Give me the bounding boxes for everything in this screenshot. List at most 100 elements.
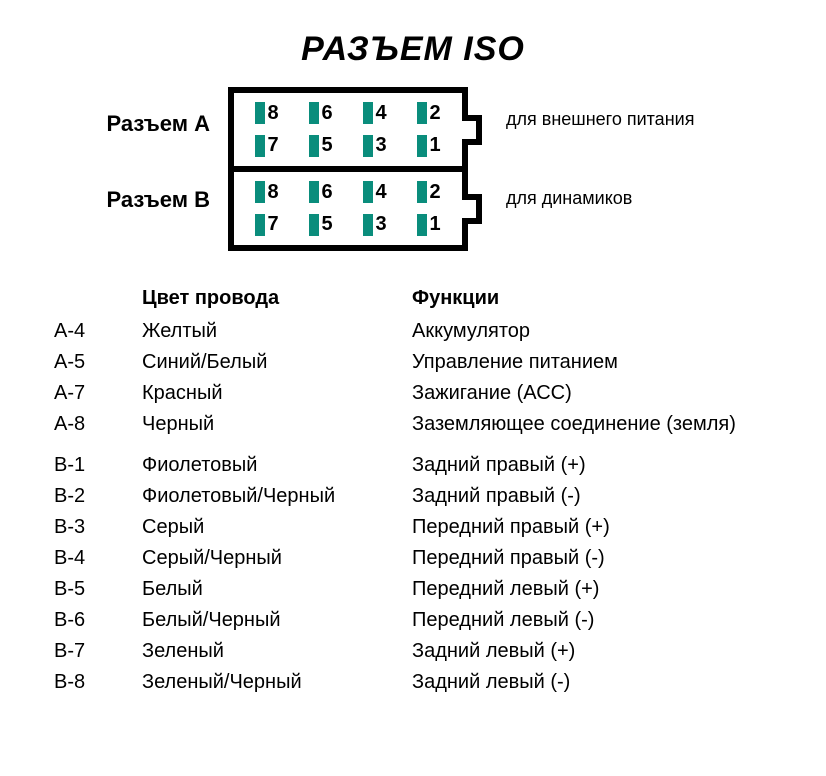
pin-number: 3 (375, 134, 386, 157)
pin-icon (363, 181, 373, 203)
header-func: Функции (412, 287, 772, 310)
table-row: В-2 Фиолетовый/Черный Задний правый (-) (54, 481, 772, 512)
cell-pin: В-4 (54, 543, 142, 574)
cell-func: Передний правый (-) (412, 543, 772, 574)
table-row: В-6 Белый/Черный Передний левый (-) (54, 605, 772, 636)
pin-icon (255, 181, 265, 203)
pin: 8 (244, 178, 290, 207)
connector-a-label: Разъем А (80, 111, 210, 137)
pin: 1 (406, 211, 452, 240)
connectors: 8 6 4 2 7 5 3 1 8 6 4 2 7 5 (228, 87, 488, 263)
cell-pin: В-2 (54, 481, 142, 512)
cell-func: Передний левый (-) (412, 605, 772, 636)
pin-icon (417, 102, 427, 124)
pin: 4 (352, 178, 398, 207)
cell-pin: В-8 (54, 667, 142, 698)
header-color: Цвет провода (142, 287, 412, 310)
cell-pin: В-5 (54, 574, 142, 605)
table-row: А-8 Черный Заземляющее соединение (земля… (54, 409, 772, 440)
cell-func: Задний левый (+) (412, 636, 772, 667)
pin-number: 6 (321, 102, 332, 125)
diagram-section: Разъем А Разъем В 8 6 4 2 7 5 3 1 (30, 87, 796, 263)
pin-icon (417, 214, 427, 236)
pin: 5 (298, 211, 344, 240)
cell-color: Черный (142, 409, 412, 440)
pin: 4 (352, 99, 398, 128)
pin-number: 4 (375, 102, 386, 125)
pin: 5 (298, 132, 344, 161)
connector-b-notch (462, 194, 482, 224)
table-row: В-4 Серый/Черный Передний правый (-) (54, 543, 772, 574)
connector-b: 8 6 4 2 7 5 3 1 (228, 169, 468, 251)
pin-icon (363, 135, 373, 157)
cell-color: Фиолетовый (142, 450, 412, 481)
pin-number: 6 (321, 181, 332, 204)
cell-color: Красный (142, 378, 412, 409)
connector-a-pins: 8 6 4 2 7 5 3 1 (244, 99, 452, 160)
pin-number: 7 (267, 134, 278, 157)
header-pin (54, 287, 142, 310)
table-row: В-3 Серый Передний правый (+) (54, 512, 772, 543)
cell-pin: А-5 (54, 347, 142, 378)
pin-icon (309, 214, 319, 236)
pin: 3 (352, 132, 398, 161)
cell-pin: В-7 (54, 636, 142, 667)
cell-func: Зажигание (АСС) (412, 378, 772, 409)
pin-icon (417, 135, 427, 157)
pin-number: 5 (321, 213, 332, 236)
page: РАЗЪЕМ ISO Разъем А Разъем В 8 6 4 2 7 5… (0, 0, 826, 776)
cell-color: Серый/Черный (142, 543, 412, 574)
pin-number: 2 (429, 181, 440, 204)
table-header-row: Цвет провода Функции (54, 287, 772, 310)
pin-number: 5 (321, 134, 332, 157)
cell-color: Белый/Черный (142, 605, 412, 636)
cell-pin: В-3 (54, 512, 142, 543)
cell-pin: В-6 (54, 605, 142, 636)
cell-func: Задний левый (-) (412, 667, 772, 698)
pin-icon (255, 135, 265, 157)
table-row: А-5 Синий/Белый Управление питанием (54, 347, 772, 378)
pin: 6 (298, 99, 344, 128)
left-labels: Разъем А Разъем В (80, 87, 210, 213)
pin-icon (417, 181, 427, 203)
connector-a-notch (462, 115, 482, 145)
table-row: В-7 Зеленый Задний левый (+) (54, 636, 772, 667)
group-gap (54, 440, 772, 450)
pin-icon (255, 102, 265, 124)
pin-number: 7 (267, 213, 278, 236)
cell-pin: В-1 (54, 450, 142, 481)
pin-icon (309, 135, 319, 157)
connector-b-pins: 8 6 4 2 7 5 3 1 (244, 178, 452, 239)
table-row: В-8 Зеленый/Черный Задний левый (-) (54, 667, 772, 698)
connector-a-desc: для внешнего питания (506, 109, 746, 130)
cell-color: Белый (142, 574, 412, 605)
pinout-table: Цвет провода Функции А-4 Желтый Аккумуля… (30, 287, 796, 698)
connector-a: 8 6 4 2 7 5 3 1 (228, 87, 468, 169)
pin: 2 (406, 178, 452, 207)
cell-color: Зеленый/Черный (142, 667, 412, 698)
pin: 3 (352, 211, 398, 240)
pin-icon (309, 181, 319, 203)
table-row: А-4 Желтый Аккумулятор (54, 316, 772, 347)
pin: 7 (244, 132, 290, 161)
pin-number: 8 (267, 102, 278, 125)
cell-pin: А-8 (54, 409, 142, 440)
cell-func: Аккумулятор (412, 316, 772, 347)
connector-b-desc: для динамиков (506, 188, 746, 209)
table-row: В-5 Белый Передний левый (+) (54, 574, 772, 605)
cell-pin: А-7 (54, 378, 142, 409)
cell-color: Фиолетовый/Черный (142, 481, 412, 512)
pin-number: 2 (429, 102, 440, 125)
page-title: РАЗЪЕМ ISO (30, 30, 796, 69)
pin: 8 (244, 99, 290, 128)
cell-color: Зеленый (142, 636, 412, 667)
pin-icon (363, 214, 373, 236)
cell-color: Желтый (142, 316, 412, 347)
pin: 2 (406, 99, 452, 128)
pin-number: 1 (429, 213, 440, 236)
cell-color: Синий/Белый (142, 347, 412, 378)
cell-func: Передний левый (+) (412, 574, 772, 605)
connector-b-label: Разъем В (80, 187, 210, 213)
pin: 7 (244, 211, 290, 240)
cell-func: Заземляющее соединение (земля) (412, 409, 772, 440)
